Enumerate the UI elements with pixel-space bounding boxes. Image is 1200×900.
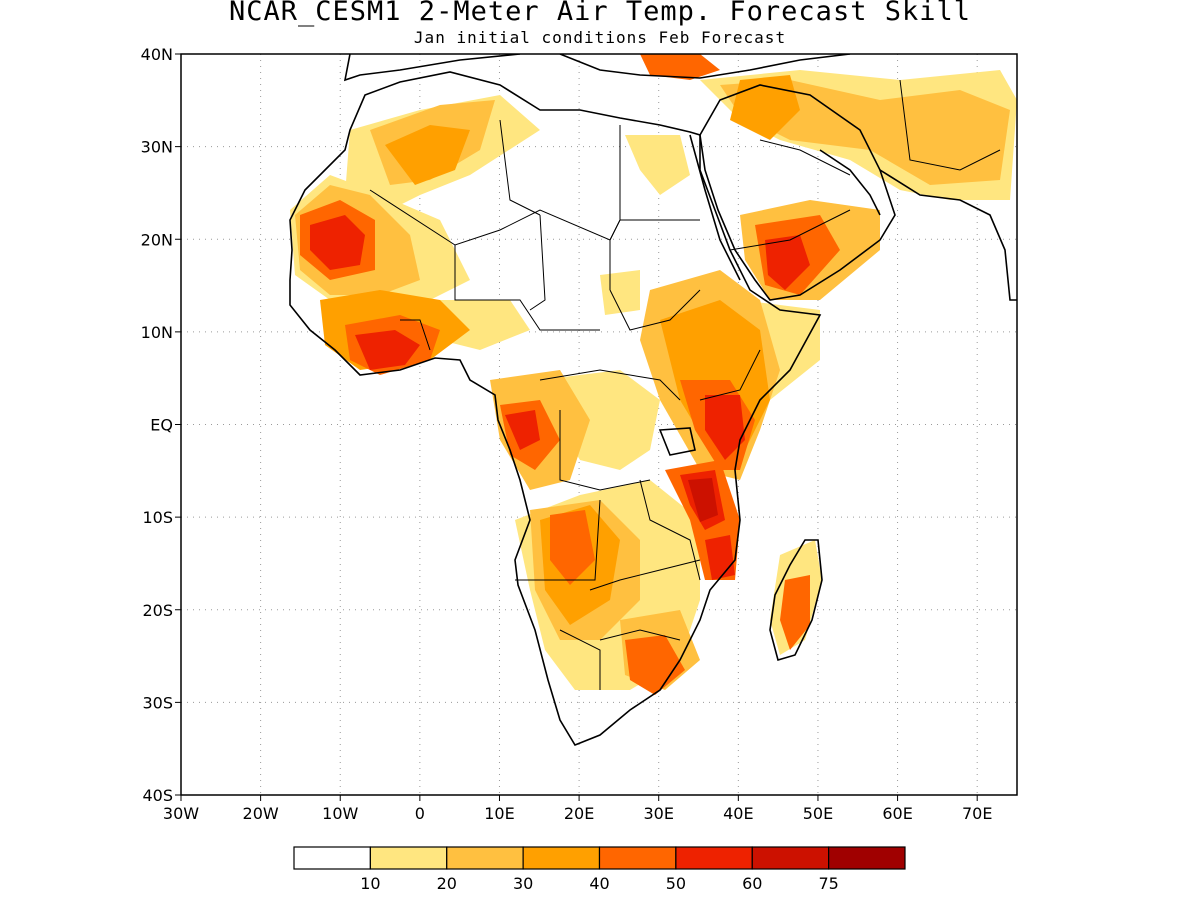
lon-tick-label: 0 <box>415 804 425 823</box>
lat-tick-label: 40S <box>142 786 173 805</box>
legend-swatch <box>369 846 448 870</box>
lon-tick-label: 10W <box>322 804 358 823</box>
lon-tick-label: 70E <box>962 804 992 823</box>
lat-tick-label: 30N <box>141 138 173 157</box>
shade-30-40-mideast <box>730 75 800 140</box>
shade-40-50-angola <box>550 510 595 585</box>
shade-50-60-gabon <box>505 410 540 450</box>
shade-10-20-sudan <box>600 270 640 315</box>
lon-tick-label: 40E <box>723 804 753 823</box>
arabia-coastline <box>699 84 896 301</box>
map-subtitle: Jan initial conditions Feb Forecast <box>413 28 787 47</box>
lat-tick-label: 20N <box>141 230 173 249</box>
color-legend: 10 20 30 40 50 60 75 <box>293 846 906 893</box>
lon-tick-label: 20E <box>564 804 594 823</box>
latitude-axis: 40N 30N 20N 10N EQ 10S 20S 30S 40S <box>141 45 181 805</box>
lake-victoria <box>658 427 696 456</box>
shade-10-20-sahel <box>440 300 530 350</box>
lon-tick-label: 30W <box>163 804 199 823</box>
map-content <box>181 54 1017 795</box>
legend-label: 75 <box>818 874 838 893</box>
lon-tick-label: 60E <box>882 804 912 823</box>
shade-50-60-mauritania <box>310 215 365 270</box>
legend-swatch <box>446 846 524 870</box>
lat-tick-label: 10S <box>142 508 173 527</box>
legend-swatch <box>522 846 601 870</box>
shade-50-60-guinea <box>355 330 420 370</box>
lon-tick-label: 30E <box>643 804 673 823</box>
shade-40-50-madagascar <box>780 575 810 650</box>
legend-label: 30 <box>513 874 533 893</box>
legend-label: 50 <box>666 874 686 893</box>
lat-tick-label: 20S <box>142 601 173 620</box>
coastlines <box>289 54 1017 746</box>
country-borders <box>369 79 1001 690</box>
asia-coastline <box>879 169 1017 301</box>
legend-label: 20 <box>437 874 457 893</box>
shade-10-20-egypt <box>625 135 690 195</box>
legend-swatch <box>751 846 830 870</box>
shade-40-50-mideast-n <box>640 54 720 80</box>
shade-50-60-yemen <box>765 235 810 290</box>
legend-swatch <box>293 846 371 870</box>
legend-swatch <box>828 846 906 870</box>
legend-swatch <box>675 846 753 870</box>
longitude-axis: 30W 20W 10W 0 10E 20E 30E 40E 50E 60E 70E <box>163 795 992 823</box>
madagascar-coastline <box>769 539 823 661</box>
map-title: NCAR_CESM1 2-Meter Air Temp. Forecast Sk… <box>229 0 971 27</box>
europe-coastline <box>343 54 851 82</box>
legend-swatch <box>598 846 677 870</box>
shade-30-40-sahara <box>385 125 470 185</box>
lon-tick-label: 10E <box>484 804 514 823</box>
lat-tick-label: EQ <box>150 416 173 435</box>
legend-label: 60 <box>742 874 762 893</box>
shade-40-50-southafrica <box>625 635 685 695</box>
legend-label: 40 <box>589 874 609 893</box>
lon-tick-label: 20W <box>243 804 279 823</box>
shade-50-60-kenya <box>705 395 745 460</box>
africa-coastline <box>289 71 822 746</box>
lat-tick-label: 10N <box>141 323 173 342</box>
persian-gulf <box>819 149 881 216</box>
shade-60-75-tanzania <box>688 478 718 522</box>
skill-shading <box>290 54 1017 695</box>
legend-label: 10 <box>360 874 380 893</box>
lat-tick-label: 40N <box>141 45 173 64</box>
lon-tick-label: 50E <box>803 804 833 823</box>
lat-tick-label: 30S <box>142 693 173 712</box>
red-sea-coast <box>689 134 741 281</box>
